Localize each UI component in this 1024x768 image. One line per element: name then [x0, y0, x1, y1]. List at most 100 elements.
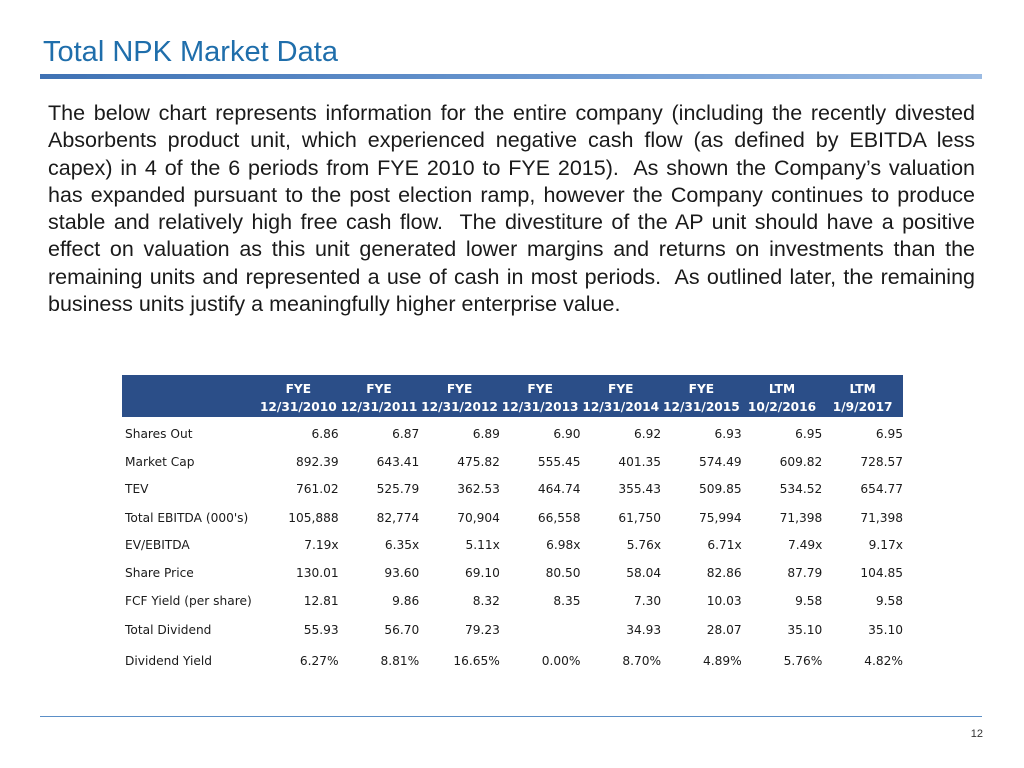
table-cell: 8.32 — [472, 593, 500, 608]
table-cell: 5.76% — [783, 654, 823, 668]
column-date-label: 12/31/2011 — [338, 396, 420, 417]
table-cell: 5.76x — [626, 538, 662, 552]
table-cell: 6.95 — [795, 426, 823, 441]
table-row: TEV 761.02 525.79 362.53 464.74 355.43 509.85 5… — [122, 474, 903, 504]
table-cell: 4.82% — [864, 654, 903, 668]
table-cell: 475.82 — [457, 455, 500, 469]
table-cell: 9.58 — [795, 593, 823, 608]
column-period-label: LTM — [822, 375, 903, 396]
table-cell: 130.01 — [295, 565, 339, 580]
table-cell: 16.65% — [453, 654, 500, 668]
table-cell: 6.35x — [384, 538, 420, 552]
table-cell: 87.79 — [787, 565, 823, 580]
table-cell: 75,994 — [699, 510, 742, 525]
table-cell: 35.10 — [868, 623, 903, 637]
table-cell: 761.02 — [295, 482, 339, 496]
table-cell: 71,398 — [779, 510, 823, 525]
table-cell: 104.85 — [860, 565, 903, 580]
table-cell: 71,398 — [860, 510, 903, 525]
table-cell: 509.85 — [699, 482, 742, 496]
title-divider — [40, 74, 982, 79]
table-cell: 355.43 — [618, 482, 662, 496]
table-cell: 79.23 — [464, 623, 500, 637]
column-period-label: FYE — [258, 375, 339, 396]
table-row: FCF Yield (per share) 12.81 9.86 8.32 8.35 7.… — [122, 586, 903, 615]
table-cell: 728.57 — [860, 455, 903, 469]
table-cell: 7.30 — [633, 593, 662, 608]
table-cell: 61,750 — [618, 510, 662, 525]
table-cell: 58.04 — [626, 565, 662, 580]
column-period-label: FYE — [499, 375, 581, 396]
table-cell: 4.89% — [702, 654, 742, 668]
table-cell: 6.93 — [714, 426, 742, 441]
table-cell: 80.50 — [545, 565, 581, 580]
column-date-label: 12/31/2012 — [419, 396, 500, 417]
table-row: Total EBITDA (000's) 105,888 82,774 70,904 6… — [122, 504, 903, 531]
row-label: Shares Out — [125, 426, 193, 441]
table-cell: 9.17x — [868, 538, 903, 552]
slide-title: Total NPK Market Data — [43, 36, 338, 68]
table-row: Total Dividend 55.93 56.70 79.23 34.93 28.07 3… — [122, 615, 903, 645]
table-cell: 82.86 — [706, 565, 742, 580]
table-cell: 70,904 — [457, 510, 500, 525]
column-date-label: 10/2/2016 — [741, 396, 823, 417]
column-period-label: FYE — [338, 375, 420, 396]
table-row: Shares Out 6.86 6.87 6.89 6.90 6.92 6.93 6.95 6.… — [122, 417, 903, 450]
table-cell: 35.10 — [787, 623, 823, 637]
table-cell: 6.87 — [392, 426, 420, 441]
table-cell: 892.39 — [295, 455, 339, 469]
table-cell: 82,774 — [376, 510, 420, 525]
row-label: TEV — [125, 482, 149, 496]
summary-paragraph: The below chart represents information f… — [48, 101, 981, 317]
column-date-label: 12/31/2010 — [258, 396, 339, 417]
header-row-date: 12/31/2010 12/31/2011 12/31/2012 12/31/2013… — [122, 396, 903, 417]
table-cell: 7.49x — [787, 538, 823, 552]
column-period-label: FYE — [661, 375, 742, 396]
column-date-label: 12/31/2015 — [661, 396, 742, 417]
table-cell: 6.27% — [299, 654, 339, 668]
page-number: 12 — [970, 728, 983, 740]
table-cell: 34.93 — [626, 623, 662, 637]
column-period-label: FYE — [419, 375, 500, 396]
table-cell: 5.11x — [465, 538, 500, 552]
table-cell: 6.90 — [553, 426, 581, 441]
table-cell: 55.93 — [303, 623, 339, 637]
table-header: FYE FYE FYE FYE FYE FYE LTM LTM 12/31/2010 12/31… — [122, 375, 903, 417]
row-label: Dividend Yield — [125, 654, 212, 668]
table-cell: 6.98x — [546, 538, 581, 552]
table-cell: 643.41 — [376, 455, 420, 469]
footer-divider — [40, 716, 982, 717]
table-cell: 555.45 — [537, 455, 581, 469]
table-cell: 609.82 — [779, 455, 823, 469]
row-label: Market Cap — [125, 455, 195, 469]
table-cell: 6.71x — [707, 538, 742, 552]
table-row: Share Price 130.01 93.60 69.10 80.50 58.04 82.… — [122, 559, 903, 586]
column-date-label: 12/31/2013 — [499, 396, 581, 417]
table-cell: 464.74 — [537, 482, 581, 496]
table-cell: 28.07 — [706, 623, 742, 637]
row-label: Total EBITDA (000's) — [125, 510, 249, 525]
table-cell: 66,558 — [537, 510, 581, 525]
column-period-label: FYE — [580, 375, 662, 396]
table-cell: 9.86 — [392, 593, 420, 608]
row-label: Share Price — [125, 565, 194, 580]
table-cell: 69.10 — [464, 565, 500, 580]
column-date-label: 1/9/2017 — [822, 396, 903, 417]
row-label: EV/EBITDA — [125, 538, 190, 552]
table-cell: 7.19x — [304, 538, 339, 552]
table-cell: 401.35 — [618, 455, 662, 469]
table-cell: 362.53 — [457, 482, 500, 496]
table-cell: 654.77 — [860, 482, 903, 496]
table-row: Market Cap 892.39 643.41 475.82 555.45 401.35… — [122, 450, 903, 474]
market-data-table: FYE FYE FYE FYE FYE FYE LTM LTM 12/31/2010 12/31… — [122, 375, 903, 677]
table-cell: 525.79 — [376, 482, 420, 496]
header-corner-cell — [122, 396, 259, 417]
header-row-period: FYE FYE FYE FYE FYE FYE LTM LTM — [122, 375, 903, 396]
table-row: EV/EBITDA 7.19x 6.35x 5.11x 6.98x 5.76x 6.71x 7… — [122, 531, 903, 559]
table-cell: 6.95 — [875, 426, 903, 441]
table-cell: 9.58 — [875, 593, 903, 608]
header-corner-cell — [122, 375, 259, 396]
table-cell: 105,888 — [288, 510, 339, 525]
table-row: Dividend Yield 6.27% 8.81% 16.65% 0.00% 8.70%… — [122, 645, 903, 677]
table-cell: 534.52 — [779, 482, 823, 496]
